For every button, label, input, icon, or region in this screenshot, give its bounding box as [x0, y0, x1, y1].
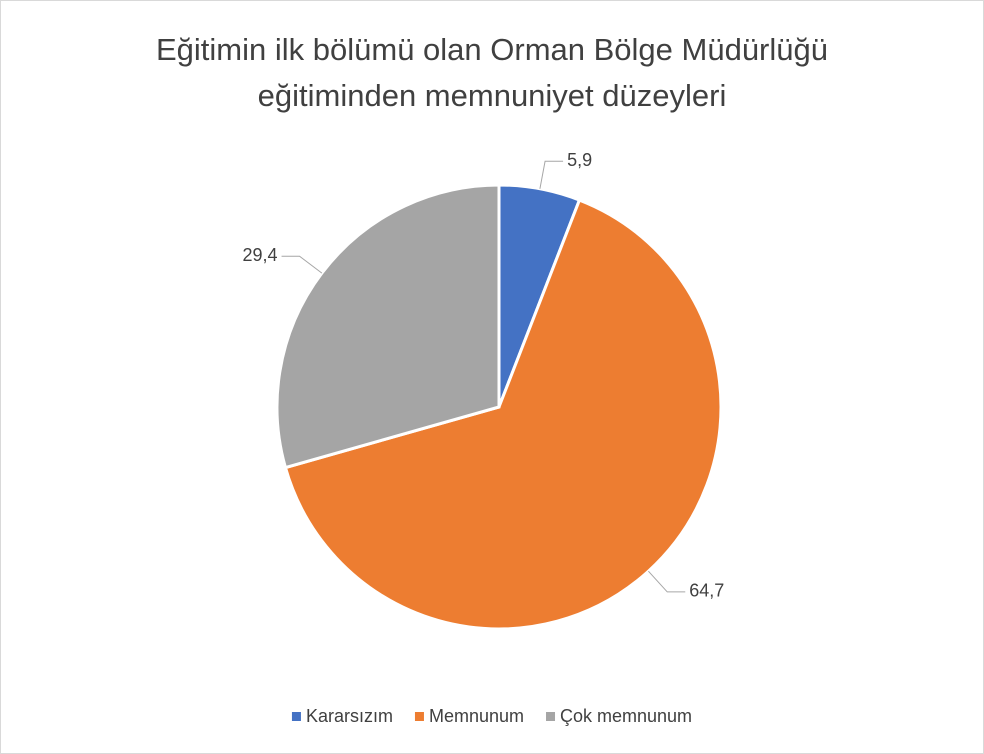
leader-line [281, 255, 323, 274]
leader-line [539, 160, 564, 189]
data-label: 64,7 [689, 581, 724, 601]
chart-title: Eğitimin ilk bölümü olan Orman Bölge Müd… [156, 32, 828, 67]
pie-slice [283, 198, 723, 631]
legend-swatch [546, 712, 556, 721]
legend-label: Kararsızım [306, 706, 393, 726]
legend-swatch [414, 712, 424, 721]
data-label: 5,9 [567, 150, 592, 170]
legend-swatch [291, 712, 301, 721]
legend-label: Memnunum [429, 706, 524, 726]
leader-line [648, 570, 686, 593]
data-label: 29,4 [243, 245, 278, 265]
legend-label: Çok memnunum [560, 706, 692, 726]
chart-title: eğitiminden memnuniyet düzeyleri [258, 78, 727, 113]
pie-slice [275, 183, 501, 470]
